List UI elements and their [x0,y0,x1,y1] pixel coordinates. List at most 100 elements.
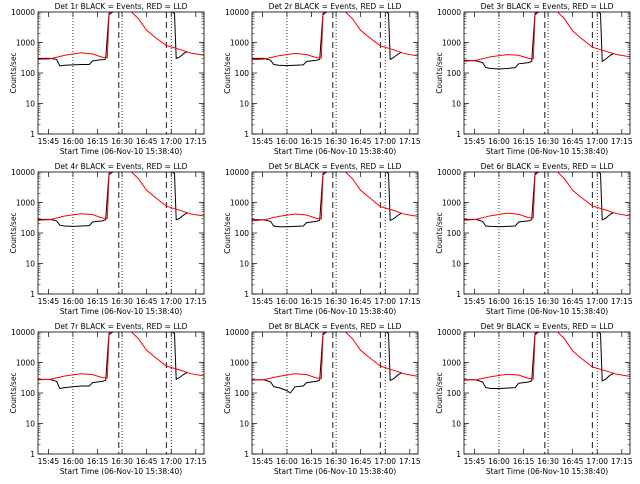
x-axis-label: Start Time (06-Nov-10 15:38:40) [60,147,182,156]
chart-title: Det 7r BLACK = Events, RED = LLD [55,322,188,331]
x-tick-label: 16:45 [562,137,584,146]
series-line-events [252,12,402,67]
x-tick-label: 17:15 [185,297,207,306]
x-tick-label: 16:15 [87,457,109,466]
y-tick-label: 10000 [11,168,35,177]
x-tick-label: 16:00 [488,457,510,466]
x-tick-label: 17:15 [185,137,207,146]
series-group [38,172,204,227]
series-line-events [252,332,402,394]
x-tick-label: 17:00 [374,297,396,306]
x-tick-label: 17:15 [185,457,207,466]
chart-title: Det 5r BLACK = Events, RED = LLD [269,162,402,171]
x-tick-label: 16:45 [136,297,158,306]
y-tick-label: 100 [21,69,36,78]
series-group [252,172,418,228]
chart-panel: 1 10 100 1000 10000 15:45 16:00 16:15 16:30 16:45… [223,162,421,316]
y-tick-label: 10000 [437,168,461,177]
x-tick-label: 17:15 [399,457,421,466]
x-tick-label: 16:00 [276,137,298,146]
y-tick-label: 100 [235,229,250,238]
y-axis-label: Counts/sec [435,52,444,93]
y-axis-label: Counts/sec [223,372,232,413]
y-tick-label: 1 [456,290,461,299]
y-tick-label: 1000 [442,199,461,208]
y-axis-label: Counts/sec [9,212,18,253]
chart-panel: 1 10 100 1000 10000 15:45 16:00 16:15 16:30 16:45… [435,322,633,476]
plot-frame [463,11,631,135]
x-tick-label: 17:00 [586,137,608,146]
x-tick-label: 16:15 [301,297,323,306]
x-axis-label: Start Time (06-Nov-10 15:38:40) [486,467,608,476]
y-axis-label: Counts/sec [9,52,18,93]
x-tick-label: 16:30 [537,297,559,306]
chart-title: Det 2r BLACK = Events, RED = LLD [269,2,402,11]
x-tick-label: 16:30 [537,457,559,466]
y-tick-label: 10 [239,420,249,429]
series-line-lld [252,172,418,222]
x-tick-label: 16:15 [87,297,109,306]
x-tick-label: 17:00 [160,137,182,146]
y-tick-label: 1000 [16,199,35,208]
y-tick-label: 1 [30,450,35,459]
x-tick-label: 16:15 [513,137,535,146]
y-tick-label: 1000 [230,39,249,48]
y-tick-label: 1000 [16,359,35,368]
plot-frame [251,11,419,135]
x-tick-label: 16:30 [111,297,133,306]
series-line-lld [464,172,630,221]
x-tick-label: 16:00 [62,137,84,146]
y-tick-label: 100 [235,69,250,78]
x-tick-label: 16:30 [537,137,559,146]
y-tick-label: 1 [30,290,35,299]
y-tick-label: 100 [235,389,250,398]
x-tick-label: 16:15 [301,457,323,466]
y-tick-label: 10 [25,260,35,269]
x-tick-label: 16:00 [276,457,298,466]
x-tick-label: 17:15 [611,137,633,146]
x-tick-label: 17:00 [160,457,182,466]
x-tick-label: 16:15 [87,137,109,146]
x-tick-label: 17:00 [160,297,182,306]
series-line-lld [464,332,630,381]
series-line-events [38,172,188,227]
series-line-events [464,12,614,70]
y-tick-label: 1 [456,130,461,139]
x-tick-label: 15:45 [38,137,60,146]
y-tick-label: 100 [447,389,462,398]
y-tick-label: 1 [30,130,35,139]
x-tick-label: 17:00 [586,297,608,306]
x-tick-label: 16:45 [350,297,372,306]
x-axis-label: Start Time (06-Nov-10 15:38:40) [60,467,182,476]
x-tick-label: 17:00 [374,457,396,466]
y-tick-label: 1 [244,290,249,299]
plot-frame [37,331,205,455]
x-tick-label: 17:15 [399,297,421,306]
series-line-lld [464,12,630,62]
x-tick-label: 16:30 [111,457,133,466]
y-tick-label: 10000 [225,8,249,17]
x-tick-label: 16:15 [513,457,535,466]
chart-title: Det 4r BLACK = Events, RED = LLD [55,162,188,171]
plot-frame [37,171,205,295]
y-tick-label: 1000 [442,359,461,368]
chart-panel: 1 10 100 1000 10000 15:45 16:00 16:15 16:30 16:45… [223,322,421,476]
series-line-lld [38,332,204,381]
chart-panel: 1 10 100 1000 10000 15:45 16:00 16:15 16:30 16:45… [435,2,633,156]
chart-title: Det 3r BLACK = Events, RED = LLD [481,2,614,11]
y-tick-label: 10000 [225,168,249,177]
x-axis-label: Start Time (06-Nov-10 15:38:40) [274,307,396,316]
x-tick-label: 16:00 [276,297,298,306]
chart-title: Det 1r BLACK = Events, RED = LLD [55,2,188,11]
y-axis-label: Counts/sec [223,212,232,253]
y-tick-label: 1 [456,450,461,459]
series-line-lld [38,172,204,221]
chart-panel: 1 10 100 1000 10000 15:45 16:00 16:15 16:30 16:45… [9,322,207,476]
x-axis-label: Start Time (06-Nov-10 15:38:40) [60,307,182,316]
x-tick-label: 16:15 [513,297,535,306]
plot-frame [251,171,419,295]
series-group [464,172,630,228]
x-tick-label: 16:30 [325,457,347,466]
